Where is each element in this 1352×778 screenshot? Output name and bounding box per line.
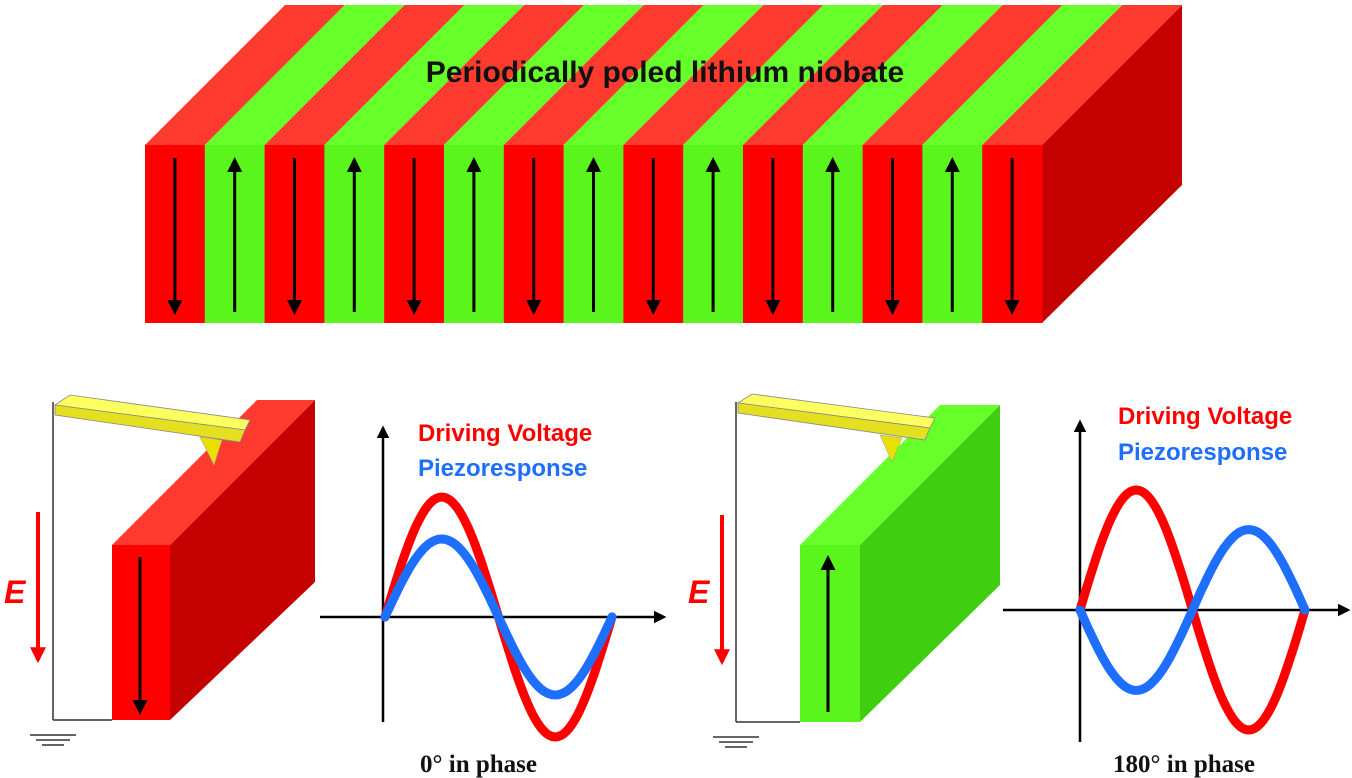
left-panel: E Driving Voltage Piezoresponse 0° in ph…: [4, 394, 667, 778]
top-stripe: [384, 5, 584, 145]
top-stripe: [204, 5, 405, 145]
ground-icon: [30, 734, 76, 746]
top-stripe: [623, 5, 824, 145]
phase-caption: 0° in phase: [420, 751, 537, 778]
crystal-front-face: [145, 145, 1043, 323]
field-label: E: [4, 574, 27, 610]
ground-icon: [713, 736, 759, 748]
top-stripe: [862, 5, 1063, 145]
piezoresponse-curve: [380, 534, 617, 700]
afm-cantilever-icon: [53, 394, 251, 466]
top-stripe: [145, 5, 345, 145]
top-stripe: [802, 5, 1003, 145]
legend-driving-voltage: Driving Voltage: [1118, 403, 1292, 430]
crystal-side-face: [1042, 5, 1182, 323]
domain-block-up: [800, 545, 860, 722]
top-stripe: [444, 5, 644, 145]
field-label: E: [688, 574, 711, 610]
top-stripe: [503, 5, 704, 145]
top-stripe: [982, 5, 1182, 145]
top-stripe: [683, 5, 883, 145]
top-stripe: [563, 5, 764, 145]
top-stripe: [324, 5, 525, 145]
legend-piezoresponse: Piezoresponse: [1118, 439, 1287, 466]
piezoresponse-curve: [1075, 525, 1310, 695]
ppln-crystal: Periodically poled lithium niobate: [145, 5, 1182, 323]
top-stripe: [743, 5, 943, 145]
block-top: [112, 400, 315, 545]
right-panel: E Driving Voltage Piezoresponse 180° in …: [688, 393, 1351, 778]
block-side: [170, 400, 315, 720]
top-stripe: [922, 5, 1123, 145]
phase-caption: 180° in phase: [1113, 751, 1255, 778]
legend-piezoresponse: Piezoresponse: [418, 455, 587, 482]
block-side: [860, 405, 1000, 722]
top-stripe: [264, 5, 465, 145]
block-top: [800, 405, 1000, 545]
crystal-title: Periodically poled lithium niobate: [426, 56, 904, 89]
legend-driving-voltage: Driving Voltage: [418, 420, 592, 447]
afm-cantilever-icon: [736, 393, 936, 463]
crystal-top-face: [145, 5, 1182, 145]
